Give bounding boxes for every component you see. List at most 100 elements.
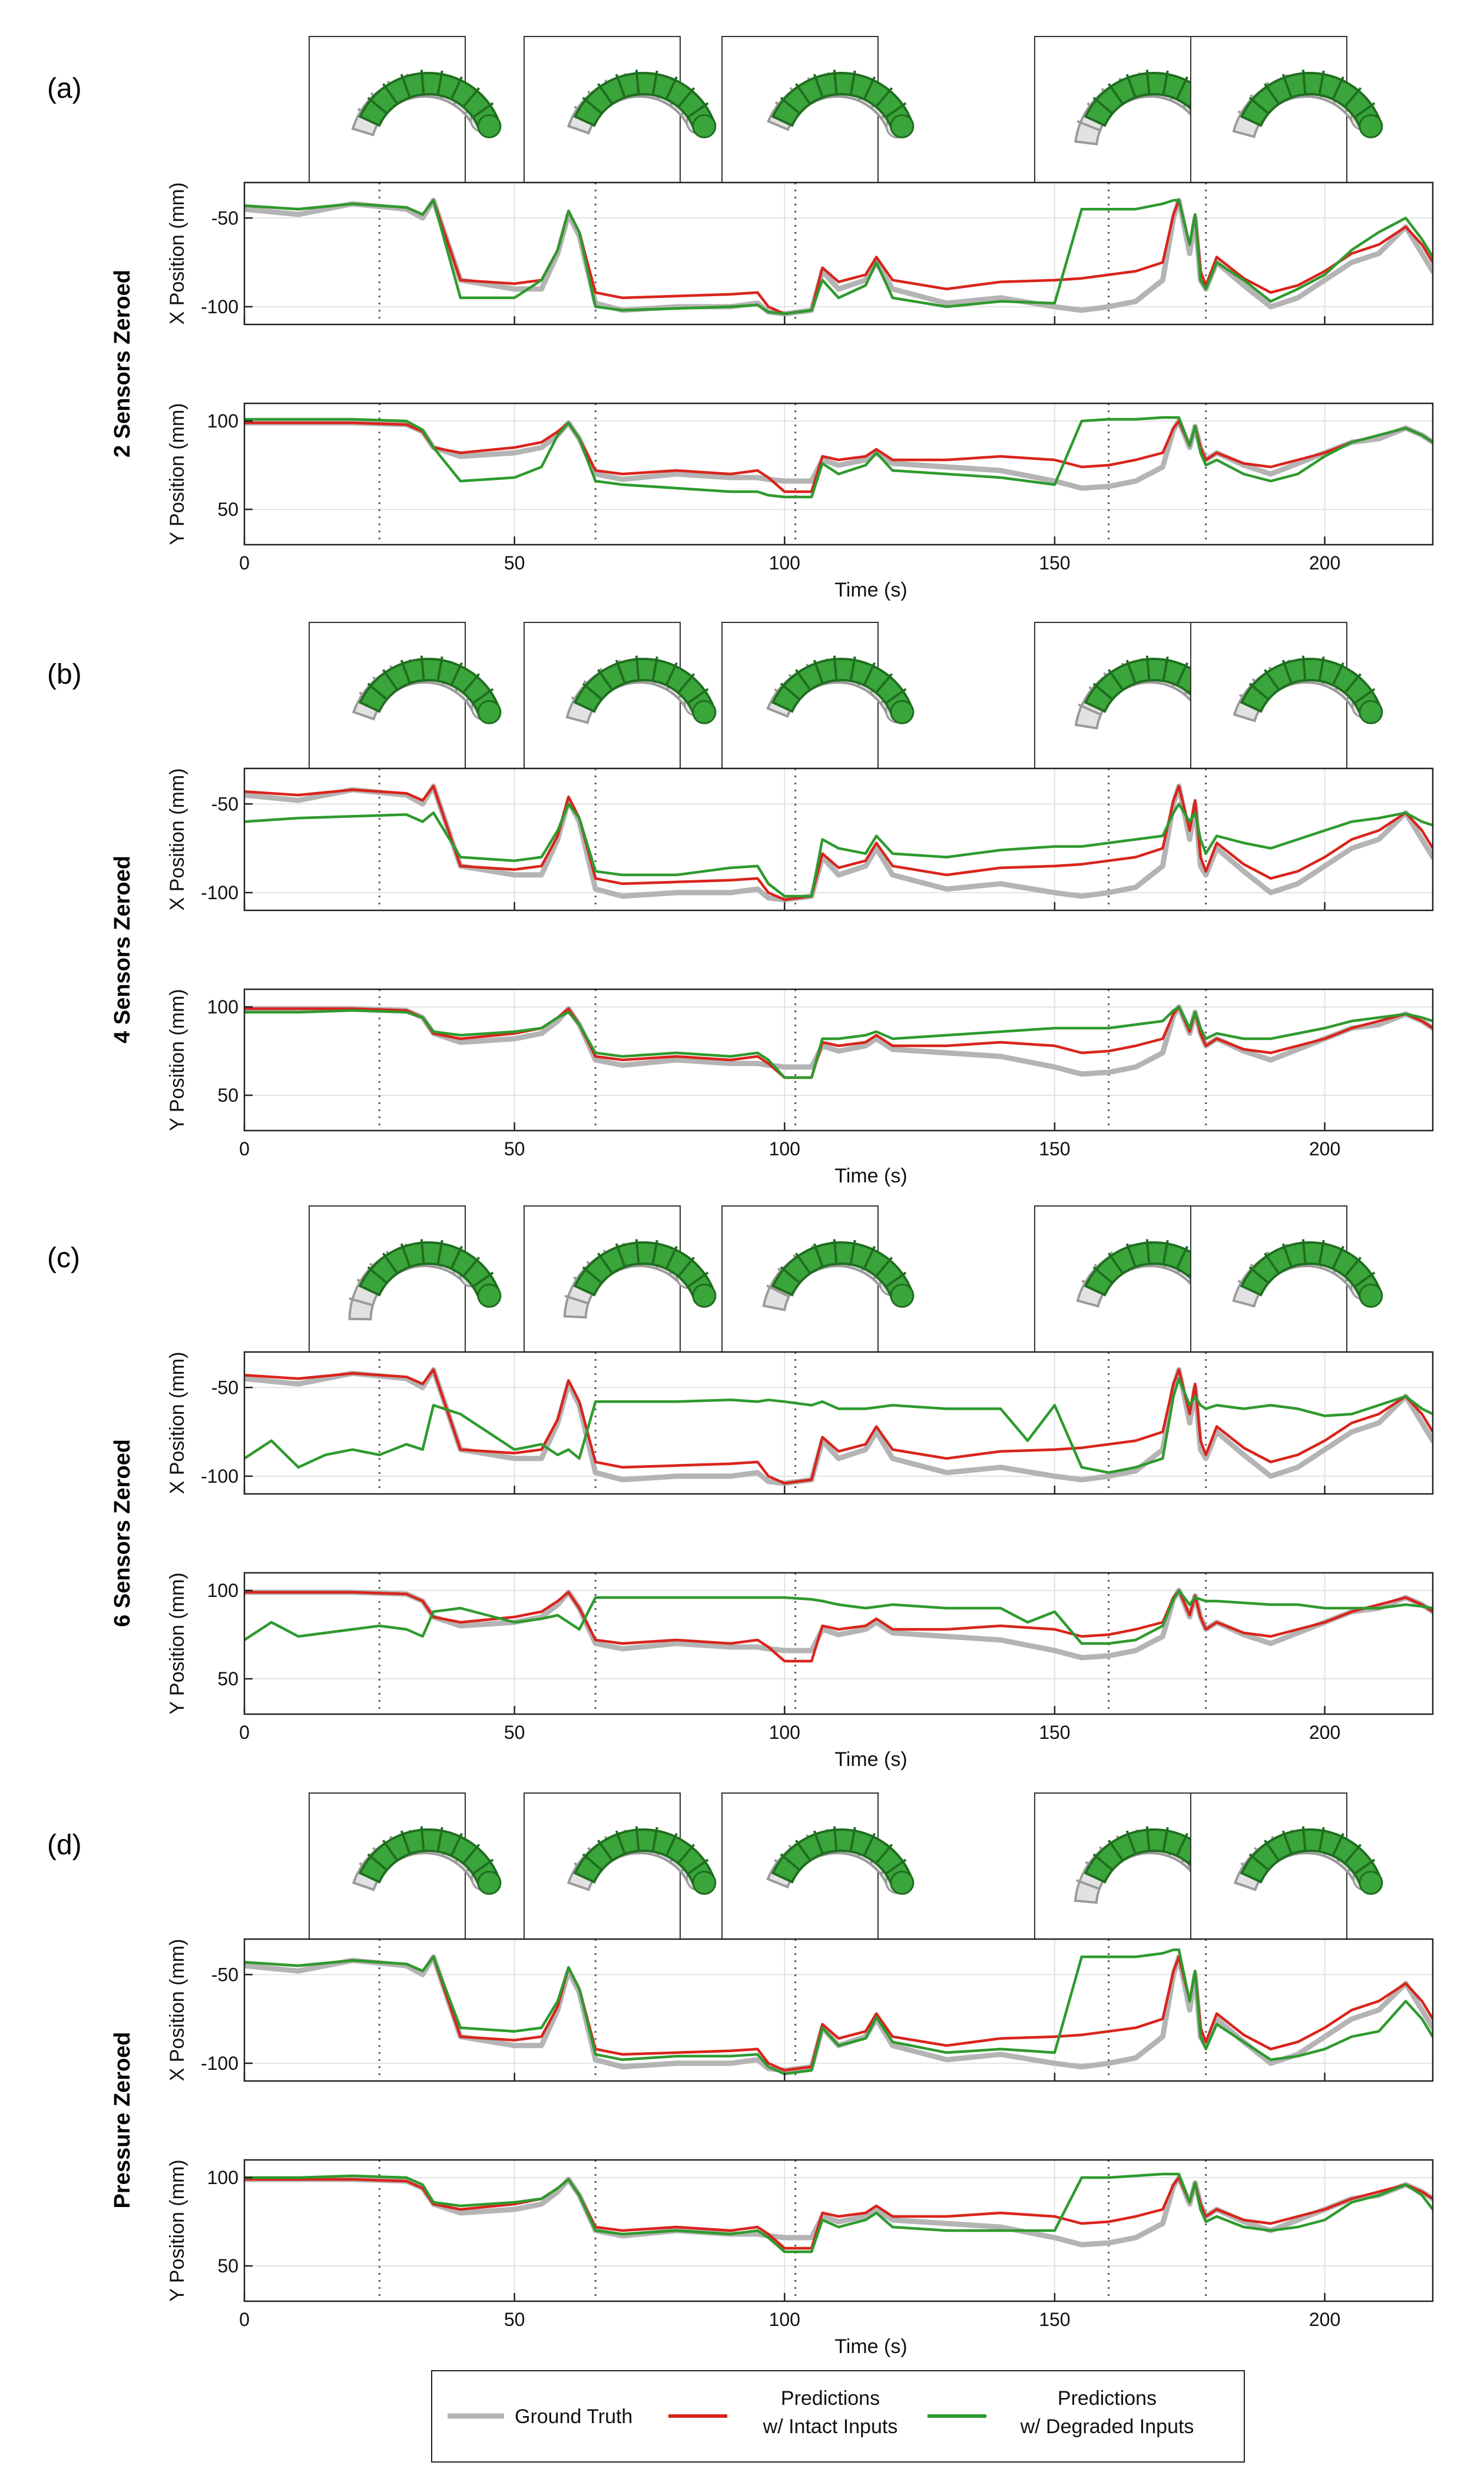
actuator-rib <box>849 1240 856 1264</box>
inset-frame <box>1034 622 1191 782</box>
actuator-rib <box>833 1239 838 1263</box>
actuator-rib <box>367 682 387 700</box>
actuator-rib <box>1264 669 1280 690</box>
actuator-rib <box>382 669 398 690</box>
actuator-rib <box>1281 1830 1293 1854</box>
actuator-rib <box>813 660 824 683</box>
actuator-rib <box>795 83 811 104</box>
series-intact <box>244 1589 1433 1663</box>
actuator-rib <box>463 673 481 693</box>
x-tick-label: 0 <box>239 2309 250 2330</box>
actuator-rib <box>1344 87 1362 107</box>
actuator-rib <box>813 1830 824 1854</box>
axes-background <box>244 989 1433 1131</box>
actuator-rib <box>1108 1840 1124 1861</box>
series-degraded <box>244 1589 1433 1645</box>
actuator-rib <box>1318 656 1325 680</box>
inset-frame <box>1034 1205 1191 1366</box>
actuator-rib <box>367 1853 387 1871</box>
series-intact <box>244 1368 1433 1485</box>
y-position-subplot: 100 50 0 50 100 150 200 Y Position (mm) Time (s) <box>166 2159 1434 2358</box>
actuator-rib <box>635 1826 640 1850</box>
inset-5 <box>1190 1792 1383 1953</box>
y-position-subplot: 100 50 0 50 100 150 200 Y Position (mm) Time (s) <box>166 1572 1434 1771</box>
x-tick-label: 50 <box>504 1138 525 1159</box>
actuator-rib <box>1354 1858 1376 1874</box>
y-tick-label: -100 <box>201 296 238 317</box>
actuator-rib <box>1344 1257 1362 1277</box>
y-tick-label: 100 <box>207 1580 238 1601</box>
actuator-tip <box>1359 700 1383 724</box>
actuator-rib <box>678 1844 695 1864</box>
series-group <box>244 2172 1433 2254</box>
ghost-actuator-rib <box>1076 120 1100 131</box>
actuator-rib <box>582 1266 602 1284</box>
actuator-tip <box>477 1283 502 1308</box>
series-intact <box>244 198 1433 316</box>
actuator-rib <box>1145 69 1151 94</box>
inset-5 <box>1190 622 1383 782</box>
y-tick-label: 100 <box>207 996 238 1018</box>
inset-frame <box>524 622 681 782</box>
inset-frame <box>721 622 879 782</box>
series-ground-truth <box>244 783 1433 903</box>
actuator-rib <box>795 1252 811 1274</box>
inset-5 <box>1190 1205 1383 1366</box>
x-axis-label: Time (s) <box>834 2335 907 2358</box>
actuator-rib <box>849 656 856 680</box>
actuator <box>573 655 717 724</box>
inset-1 <box>309 622 502 782</box>
actuator-rib <box>833 69 838 94</box>
panel-label: (d) <box>47 1830 82 1861</box>
actuator-rib <box>780 682 800 700</box>
x-tick-label: 200 <box>1309 552 1340 574</box>
inset-3 <box>721 36 915 196</box>
axes-background <box>244 1352 1433 1494</box>
actuator-rib <box>863 662 876 685</box>
inset-frame <box>309 1792 466 1953</box>
actuator-rib <box>665 1833 678 1855</box>
y-tick-label: 50 <box>217 2255 238 2277</box>
actuator-rib <box>420 1826 425 1850</box>
legend-item-degraded: Predictions w/ Degraded Inputs <box>928 2387 1194 2438</box>
inset-frame <box>524 1792 681 1953</box>
actuator-rib <box>1108 1252 1124 1274</box>
series-degraded <box>244 1377 1433 1474</box>
y-axis-label: Y Position (mm) <box>166 1572 188 1714</box>
y-tick-label: 50 <box>217 1668 238 1689</box>
actuator-rib <box>420 1239 425 1263</box>
actuator-rib <box>1332 76 1344 99</box>
inset-2 <box>524 622 717 782</box>
x-tick-label: 100 <box>769 2309 800 2330</box>
actuator-rib <box>1344 1844 1362 1864</box>
actuator <box>1240 1239 1383 1308</box>
actuator-rib <box>665 1245 678 1268</box>
x-tick-label: 0 <box>239 552 250 574</box>
x-tick-label: 0 <box>239 1138 250 1159</box>
axes-frame <box>243 2159 1434 2302</box>
actuator-tip <box>692 1870 717 1895</box>
x-tick-label: 150 <box>1039 552 1070 574</box>
actuator-rib <box>615 74 626 97</box>
actuator-rib <box>635 69 640 94</box>
actuator <box>573 1239 717 1308</box>
y-tick-label: -100 <box>201 1466 238 1487</box>
actuator-rib <box>1301 655 1307 680</box>
actuator-rib <box>1176 1833 1188 1855</box>
ghost-actuator-rib <box>766 1284 789 1297</box>
series-degraded <box>244 416 1433 499</box>
inset-frame <box>1034 1792 1191 1953</box>
actuator-rib <box>651 656 658 680</box>
actuator-rib <box>400 1243 411 1267</box>
y-tick-label: -50 <box>211 207 238 228</box>
actuator-rib <box>382 83 398 104</box>
ghost-actuator-rib <box>1075 1879 1099 1890</box>
panels: (a) 2 Sensors Zeroed -50 -100 X Position (mm… <box>47 36 1434 2358</box>
inset-frame <box>721 36 879 196</box>
actuator-rib <box>400 1830 411 1854</box>
actuator-tip <box>692 114 717 138</box>
panel-d: (d) Pressure Zeroed -50 -100 X Position (mm)… <box>47 1792 1434 2358</box>
actuator <box>358 69 502 138</box>
actuator-rib <box>1092 1266 1112 1284</box>
